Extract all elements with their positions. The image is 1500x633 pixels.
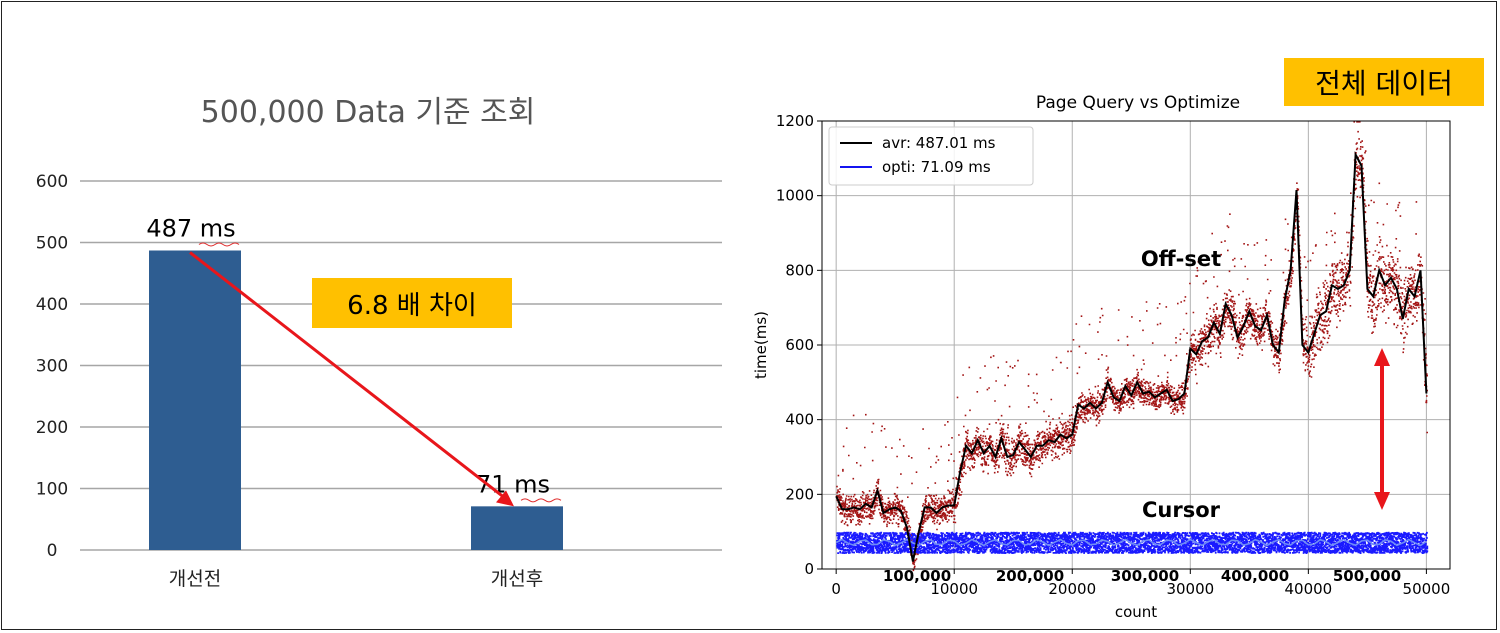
segment-label: 200,000 — [996, 567, 1064, 585]
bar-y-tick-label: 100 — [36, 480, 68, 500]
bar-category-label: 개선후 — [491, 568, 543, 590]
line-y-tick-label: 0 — [804, 560, 814, 578]
line-x-tick-label: 30000 — [1166, 580, 1214, 598]
total-data-callout: 전체 데이터 — [1284, 58, 1484, 106]
line-chart-scatter-points — [836, 121, 1429, 572]
bar-y-tick-label: 400 — [36, 295, 68, 315]
line-y-tick-label: 400 — [785, 411, 814, 429]
line-chart-y-axis-label: time(ms) — [752, 311, 770, 379]
bar-y-tick-label: 600 — [36, 172, 68, 192]
reduction-arrow — [189, 251, 514, 507]
line-y-tick-label: 600 — [785, 336, 814, 354]
legend-avr-label: avr: 487.01 ms — [882, 134, 996, 152]
line-x-tick-label: 0 — [831, 580, 841, 598]
bar — [149, 250, 241, 550]
bar-chart: 500,000 Data 기준 조회 0 100 200 300 400 500 600 개… — [36, 95, 722, 590]
bar-chart-category-labels: 개선전 개선후 — [169, 568, 543, 590]
cursor-annotation: Cursor — [1142, 498, 1221, 522]
offset-annotation: Off-set — [1141, 247, 1221, 271]
line-y-tick-label: 200 — [785, 485, 814, 503]
line-y-tick-label: 1200 — [776, 112, 814, 130]
line-chart-x-ticks: 0 10000 20000 30000 40000 50000 — [831, 569, 1450, 598]
bar-data-label: 487 ms — [146, 214, 235, 242]
line-chart-title: Page Query vs Optimize — [1036, 93, 1240, 113]
bar-y-tick-label: 0 — [47, 541, 58, 561]
bar-y-tick-label: 500 — [36, 234, 68, 254]
bar-y-tick-label: 200 — [36, 418, 68, 438]
segment-label: 400,000 — [1221, 567, 1289, 585]
spellcheck-underline — [520, 498, 562, 503]
arrow-shaft — [189, 251, 505, 499]
line-chart-legend: avr: 487.01 ms opti: 71.09 ms — [828, 126, 1034, 186]
bar-chart-bars — [149, 250, 563, 550]
segment-label: 100,000 — [883, 567, 951, 585]
line-chart-y-ticks: 0 200 400 600 800 1000 1200 — [776, 112, 822, 578]
line-chart-x-axis-label: count — [1115, 603, 1157, 621]
segment-label: 500,000 — [1333, 567, 1401, 585]
bar-chart-title: 500,000 Data 기준 조회 — [201, 95, 536, 130]
line-x-tick-label: 40000 — [1284, 580, 1332, 598]
line-x-tick-label: 20000 — [1048, 580, 1096, 598]
bar — [471, 506, 563, 550]
line-y-tick-label: 1000 — [776, 187, 814, 205]
line-y-tick-label: 800 — [785, 261, 814, 279]
arrow-head — [496, 490, 514, 507]
bar-chart-y-ticks: 0 100 200 300 400 500 600 — [36, 172, 68, 561]
avr-series-line — [835, 150, 1428, 562]
difference-callout: 6.8 배 차이 — [312, 278, 512, 328]
line-x-tick-label: 10000 — [930, 580, 978, 598]
line-chart-series — [835, 150, 1428, 562]
line-x-tick-label: 50000 — [1403, 580, 1451, 598]
line-chart-segment-labels: 100,000 200,000 300,000 400,000 500,000 — [883, 567, 1401, 585]
line-chart: Page Query vs Optimize 0 10000 20000 30000 4… — [752, 93, 1451, 621]
legend-opti-label: opti: 71.09 ms — [882, 158, 991, 176]
bar-category-label: 개선전 — [169, 568, 221, 590]
gap-double-arrow — [1374, 348, 1390, 510]
segment-label: 300,000 — [1111, 567, 1179, 585]
offset-scatter-points — [836, 121, 1428, 572]
bar-y-tick-label: 300 — [36, 357, 68, 377]
spellcheck-underline — [198, 242, 240, 247]
opti-series-line — [835, 538, 1427, 547]
